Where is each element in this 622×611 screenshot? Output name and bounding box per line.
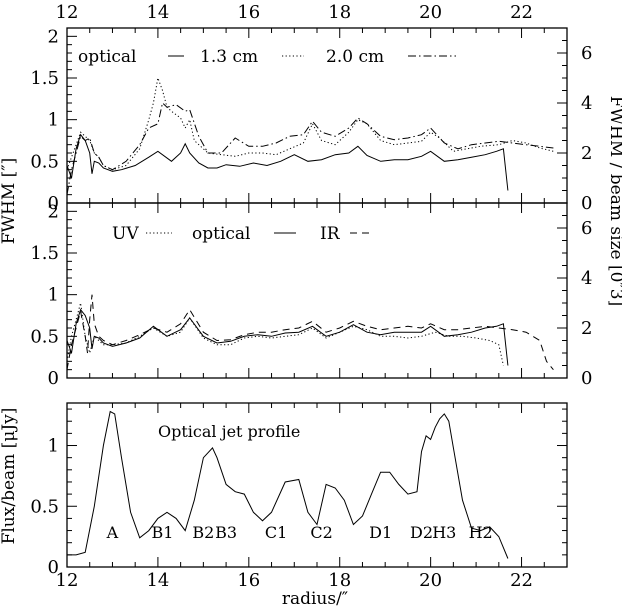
y-tick-label: 1 — [48, 285, 59, 306]
right-y-tick-label: 4 — [581, 93, 592, 114]
series-middle-ir — [66, 294, 554, 371]
y-tick-label: 1 — [48, 110, 59, 131]
y-axis-title-fwhm: FWHM [″] — [0, 158, 19, 245]
panel-frames — [66, 27, 568, 568]
series-top-2-0-cm — [66, 102, 554, 195]
right-y-tick-label: 6 — [581, 218, 592, 239]
y-tick-label: 1.5 — [30, 68, 59, 89]
y-tick-label: 1 — [48, 436, 59, 457]
data-series — [66, 76, 554, 559]
x-tick-label-bottom: 16 — [237, 570, 260, 591]
knot-label-a: A — [106, 523, 119, 542]
knot-label-c2: C2 — [310, 523, 332, 542]
legend-label-2-0-cm: 2.0 cm — [326, 47, 384, 67]
y-axis-title-flux: Flux/beam [μJy] — [0, 408, 19, 545]
series-top-optical — [66, 133, 509, 191]
y-tick-label: 0 — [48, 557, 59, 578]
x-tick-label-top: 20 — [419, 2, 442, 23]
knot-label-d1: D1 — [369, 523, 392, 542]
right-y-tick-label: 0 — [581, 368, 592, 389]
tick-labels: 00.511.52024600.511.52024600.51121214141… — [30, 2, 592, 591]
legend-middle: UV optical IR — [112, 224, 372, 244]
series-middle-uv — [66, 302, 504, 366]
knot-labels: A B1 B2 B3 C1 C2 D1 D2 H3 H2 — [106, 523, 493, 542]
annotation-optical-jet-profile: Optical jet profile — [158, 422, 300, 441]
legend-label-1-3-cm: 1.3 cm — [200, 47, 258, 67]
y-tick-label: 1.5 — [30, 243, 59, 264]
y-tick-label: 0 — [48, 193, 59, 214]
legend-label-optical: optical — [78, 47, 136, 67]
panel-frame-bottom — [66, 402, 568, 568]
x-tick-label-top: 16 — [237, 2, 260, 23]
y-tick-label: 2 — [48, 26, 59, 47]
knot-label-h3: H3 — [432, 523, 456, 542]
y-tick-label: 0.5 — [30, 151, 59, 172]
legend-label-ir: IR — [320, 224, 341, 244]
knot-label-h2: H2 — [469, 523, 493, 542]
knot-label-b2: B2 — [192, 523, 214, 542]
x-tick-label-bottom: 12 — [56, 570, 79, 591]
x-tick-label-bottom: 22 — [510, 570, 533, 591]
x-tick-label-top: 22 — [510, 2, 533, 23]
right-y-tick-label: 0 — [581, 193, 592, 214]
right-y-tick-label: 6 — [581, 43, 592, 64]
x-tick-label-bottom: 18 — [328, 570, 351, 591]
knot-label-b3: B3 — [215, 523, 237, 542]
y-tick-label: 0.5 — [30, 496, 59, 517]
knot-label-c1: C1 — [265, 523, 287, 542]
y-tick-label: 0 — [48, 368, 59, 389]
x-tick-label-top: 18 — [328, 2, 351, 23]
x-tick-label-bottom: 20 — [419, 570, 442, 591]
right-y-tick-label: 4 — [581, 268, 592, 289]
knot-label-d2: D2 — [410, 523, 433, 542]
x-tick-label-top: 12 — [56, 2, 79, 23]
legend-label-optical: optical — [192, 224, 250, 244]
y-tick-label: 2 — [48, 201, 59, 222]
x-tick-label-top: 14 — [146, 2, 169, 23]
right-y-tick-label: 2 — [581, 318, 592, 339]
series-bottom-optical — [67, 410, 509, 559]
x-tick-label-bottom: 14 — [146, 570, 169, 591]
y-tick-label: 0.5 — [30, 326, 59, 347]
legend-label-uv: UV — [112, 224, 139, 244]
right-y-tick-label: 2 — [581, 143, 592, 164]
y-axis-title-beam-size: FWHM / beam size [0″3] — [606, 96, 622, 306]
panel-frame-top — [66, 27, 568, 204]
axis-ticks — [66, 27, 568, 568]
x-axis-title: radius/″ — [282, 589, 348, 609]
knot-label-b1: B1 — [151, 523, 173, 542]
series-middle-optical — [66, 308, 509, 366]
legend-top: optical 1.3 cm 2.0 cm — [78, 47, 456, 67]
panel-frame-middle — [66, 202, 568, 379]
